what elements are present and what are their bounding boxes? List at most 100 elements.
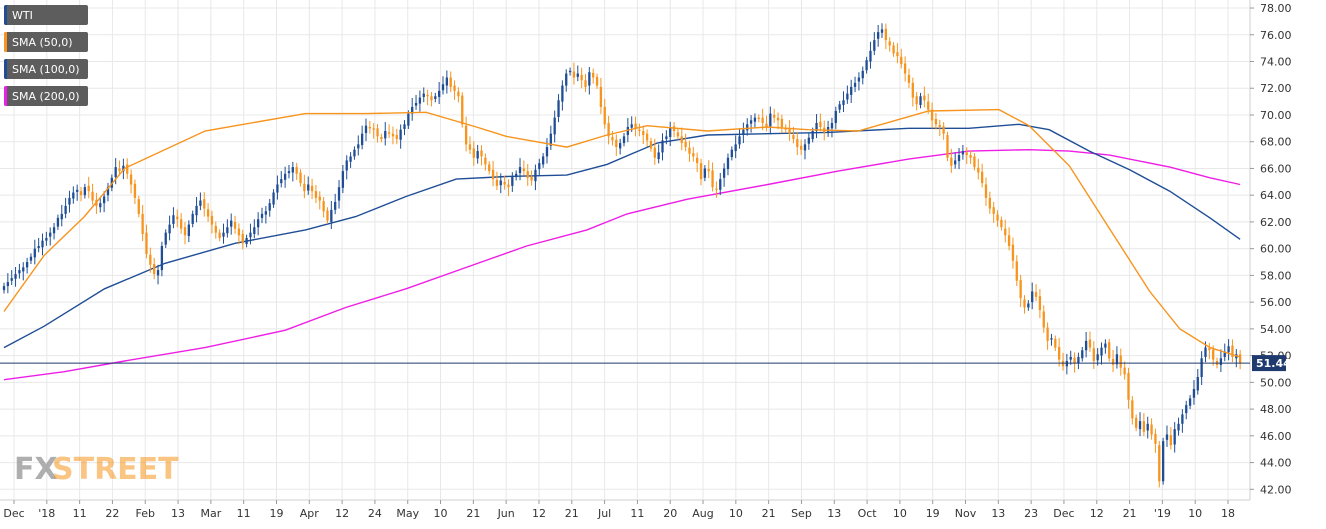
candle-body xyxy=(896,52,899,57)
candle-body xyxy=(915,96,918,105)
candle-body xyxy=(1200,358,1203,378)
candle-body xyxy=(1208,348,1211,351)
sma-200-series xyxy=(3,148,1241,381)
candle-body xyxy=(1154,433,1157,444)
candle-body xyxy=(1054,338,1057,348)
legend: WTI SMA (50,0) SMA (100,0) SMA (200,0) xyxy=(4,5,88,113)
candle-body xyxy=(553,117,556,135)
candle-body xyxy=(187,224,190,236)
candle-body xyxy=(1011,244,1015,261)
candle-body xyxy=(1111,358,1115,365)
candle-body xyxy=(996,214,999,221)
candle-body xyxy=(395,135,398,140)
candle-body xyxy=(788,129,791,134)
candle-body xyxy=(749,120,753,124)
candle-body xyxy=(1212,349,1215,360)
candle-body xyxy=(911,82,914,98)
candle-body xyxy=(888,41,891,46)
legend-item-wti[interactable]: WTI xyxy=(4,5,88,25)
candle-body xyxy=(618,143,622,149)
x-tick-label: 21 xyxy=(1123,507,1137,520)
candle-body xyxy=(1135,417,1138,428)
candle-body xyxy=(688,147,691,154)
candle-body xyxy=(426,94,429,97)
candle-body xyxy=(1007,235,1011,246)
candle-body xyxy=(834,110,837,123)
candle-body xyxy=(1119,355,1122,368)
candle-body xyxy=(1077,356,1080,363)
candle-body xyxy=(934,118,938,125)
candle-body xyxy=(969,155,972,158)
x-tick-label: '19 xyxy=(1154,507,1171,520)
candle-body xyxy=(203,199,206,209)
legend-item-sma-100[interactable]: SMA (100,0) xyxy=(4,59,88,79)
candle-body xyxy=(183,227,187,236)
x-tick-label: Jul xyxy=(597,507,611,520)
legend-item-sma-50[interactable]: SMA (50,0) xyxy=(4,32,88,52)
candle-body xyxy=(580,74,583,81)
candle-body xyxy=(122,165,125,172)
x-tick-label: Feb xyxy=(136,507,155,520)
candle-body xyxy=(773,114,776,118)
candle-body xyxy=(819,121,822,128)
candle-body xyxy=(645,133,649,141)
candle-body xyxy=(961,151,965,155)
candle-body xyxy=(2,286,6,291)
candle-body xyxy=(441,84,445,91)
candle-body xyxy=(87,185,90,192)
candle-body xyxy=(565,73,568,86)
candle-body xyxy=(738,136,741,145)
x-tick-label: 12 xyxy=(532,507,546,520)
candle-body xyxy=(1185,405,1188,414)
candle-body xyxy=(41,240,44,248)
candle-body xyxy=(696,157,699,164)
candle-body xyxy=(222,232,225,237)
x-axis-ticks: Dec '18 11 22 Feb 13 Mar 11 19 Apr 12 24 May 10 21 Jun 1… xyxy=(3,500,1235,520)
candle-body xyxy=(676,132,680,137)
candle-body xyxy=(1138,421,1142,430)
y-tick-label: 62.00 xyxy=(1260,216,1292,229)
candle-body xyxy=(145,232,148,255)
candle-body xyxy=(572,71,576,78)
candle-body xyxy=(129,174,133,185)
candle-body xyxy=(153,264,156,275)
candle-body xyxy=(484,157,487,165)
candle-body xyxy=(761,117,764,123)
candle-body xyxy=(734,144,737,152)
x-tick-label: 13 xyxy=(991,507,1005,520)
candle-body xyxy=(1042,311,1045,328)
x-tick-label: 11 xyxy=(237,507,251,520)
candle-body xyxy=(1081,350,1084,359)
candle-body xyxy=(1092,348,1095,361)
candle-body xyxy=(330,209,333,222)
candle-body xyxy=(1015,261,1018,281)
candle-body xyxy=(14,274,17,279)
last-price-box xyxy=(1252,355,1286,372)
x-tick-label: 19 xyxy=(926,507,940,520)
candle-body xyxy=(1069,356,1072,360)
legend-item-sma-200[interactable]: SMA (200,0) xyxy=(4,86,88,106)
candle-body xyxy=(488,164,491,172)
x-tick-label: Nov xyxy=(955,507,977,520)
x-tick-label: 19 xyxy=(269,507,283,520)
candle-body xyxy=(156,270,160,276)
candle-body xyxy=(461,95,464,125)
candle-body xyxy=(869,50,872,62)
candle-body xyxy=(380,137,383,140)
candle-body xyxy=(303,183,306,192)
candle-body xyxy=(1061,360,1065,367)
candle-body xyxy=(980,171,984,184)
candle-body xyxy=(172,215,175,224)
candle-body xyxy=(711,170,714,188)
y-tick-label: 66.00 xyxy=(1260,162,1292,175)
candle-body xyxy=(595,76,599,86)
candle-body xyxy=(364,125,368,134)
x-tick-label: 10 xyxy=(893,507,907,520)
y-tick-label: 60.00 xyxy=(1260,243,1292,256)
y-tick-label: 78.00 xyxy=(1260,2,1292,15)
candle-body xyxy=(283,173,287,180)
candle-body xyxy=(1196,377,1199,391)
candle-body xyxy=(861,70,864,79)
x-tick-label: 24 xyxy=(368,507,382,520)
candle-body xyxy=(226,227,229,234)
